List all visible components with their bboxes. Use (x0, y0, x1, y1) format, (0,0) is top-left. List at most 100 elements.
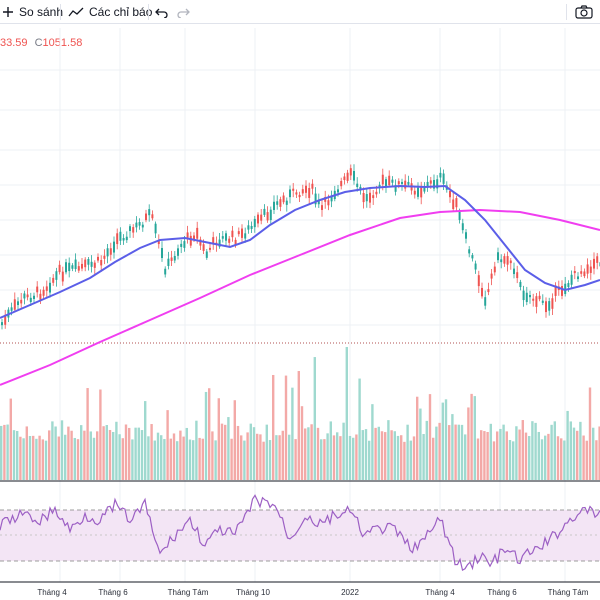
volume-bar (188, 439, 192, 480)
volume-bar (128, 427, 131, 480)
candle-body (426, 181, 429, 188)
volume-bar (96, 431, 99, 480)
volume-bar (227, 417, 230, 480)
volume-bar (592, 427, 595, 480)
volume-bar (384, 432, 387, 480)
snapshot-button[interactable] (575, 3, 593, 21)
volume-bar (492, 441, 496, 480)
time-axis-label: Tháng Tám (168, 588, 209, 597)
volume-bar (297, 371, 300, 480)
volume-bar (278, 435, 281, 480)
candle-body (561, 285, 563, 296)
volume-bar (483, 431, 486, 480)
compare-button[interactable]: So sánh (2, 3, 63, 21)
candle-body (522, 290, 525, 301)
candle-body (295, 192, 298, 195)
volume-bar (470, 393, 473, 480)
candle-body (580, 271, 583, 274)
volume-bar (332, 435, 336, 480)
time-axis-label: Tháng 4 (37, 588, 67, 597)
volume-bar (32, 435, 35, 480)
candle-body (305, 185, 307, 193)
candle-body (583, 271, 586, 277)
ma-short-line (0, 184, 600, 319)
volume-bar (156, 432, 160, 480)
volume-bar (288, 434, 291, 480)
candle-body (129, 226, 131, 232)
redo-button[interactable] (176, 3, 190, 21)
candle-body (468, 249, 471, 254)
volume-bar (307, 427, 310, 480)
volume-bar (569, 421, 572, 480)
candle-body (404, 180, 407, 189)
candle-body (436, 179, 439, 189)
volume-bar (486, 431, 489, 480)
volume-bar (140, 430, 144, 480)
candle-body (324, 197, 327, 202)
volume-bar (432, 437, 435, 480)
candle-body (58, 264, 61, 273)
volume-bar (326, 433, 329, 480)
candle-body (372, 195, 375, 199)
volume-bar (320, 439, 323, 480)
candle-body (509, 260, 512, 264)
candle-body (189, 235, 192, 246)
chart-grid (0, 28, 600, 582)
volume-bar (316, 427, 320, 480)
indicators-label: Các chỉ báo (89, 5, 153, 19)
volume-bar (73, 437, 76, 480)
candle-body (244, 233, 247, 239)
candle-body (321, 205, 323, 210)
candle-body (1, 322, 3, 326)
candle-body (260, 214, 263, 221)
candle-body (10, 307, 13, 311)
redo-icon (177, 8, 190, 18)
time-axis-label: Tháng Tám (548, 588, 589, 597)
candle-body (308, 187, 311, 198)
candle-body (61, 271, 64, 282)
time-axis-label: Tháng 4 (425, 588, 455, 597)
candle-body (177, 248, 179, 256)
volume-bar (182, 436, 185, 480)
candle-body (13, 299, 16, 310)
volume-bar (12, 430, 16, 480)
volume-bar (169, 438, 172, 480)
candle-body (141, 224, 144, 228)
volume-bar (9, 398, 12, 480)
candle-body (154, 223, 157, 234)
candle-body (548, 301, 551, 311)
volume-bar (41, 439, 44, 480)
time-axis-label: 2022 (341, 588, 359, 597)
candle-body (164, 268, 167, 275)
volume-bar (556, 436, 560, 480)
candle-body (570, 274, 573, 285)
candle-body (417, 187, 419, 197)
candle-body (317, 199, 320, 205)
candle-body (289, 189, 291, 198)
candle-body (157, 239, 160, 245)
candle-body (500, 259, 503, 263)
volume-bar (304, 428, 307, 480)
candle-body (343, 176, 346, 181)
candle-body (327, 200, 330, 206)
candle-body (589, 266, 592, 273)
volume-bar (70, 430, 73, 480)
candle-body (346, 172, 349, 181)
volume-bar (438, 422, 441, 480)
volume-bar (422, 434, 425, 480)
undo-button[interactable] (155, 3, 169, 21)
candle-body (301, 189, 304, 194)
volume-bar (172, 433, 176, 480)
candle-body (103, 255, 106, 259)
indicators-button[interactable]: Các chỉ báo (68, 3, 152, 21)
volume-bar (454, 424, 457, 480)
candle-body (535, 296, 538, 307)
volume-bar (457, 424, 460, 480)
volume-bar (364, 429, 368, 480)
candle-body (221, 236, 224, 239)
volume-bar (489, 423, 492, 480)
candle-body (228, 238, 231, 243)
volume-bar (566, 410, 569, 480)
candle-body (145, 213, 147, 221)
